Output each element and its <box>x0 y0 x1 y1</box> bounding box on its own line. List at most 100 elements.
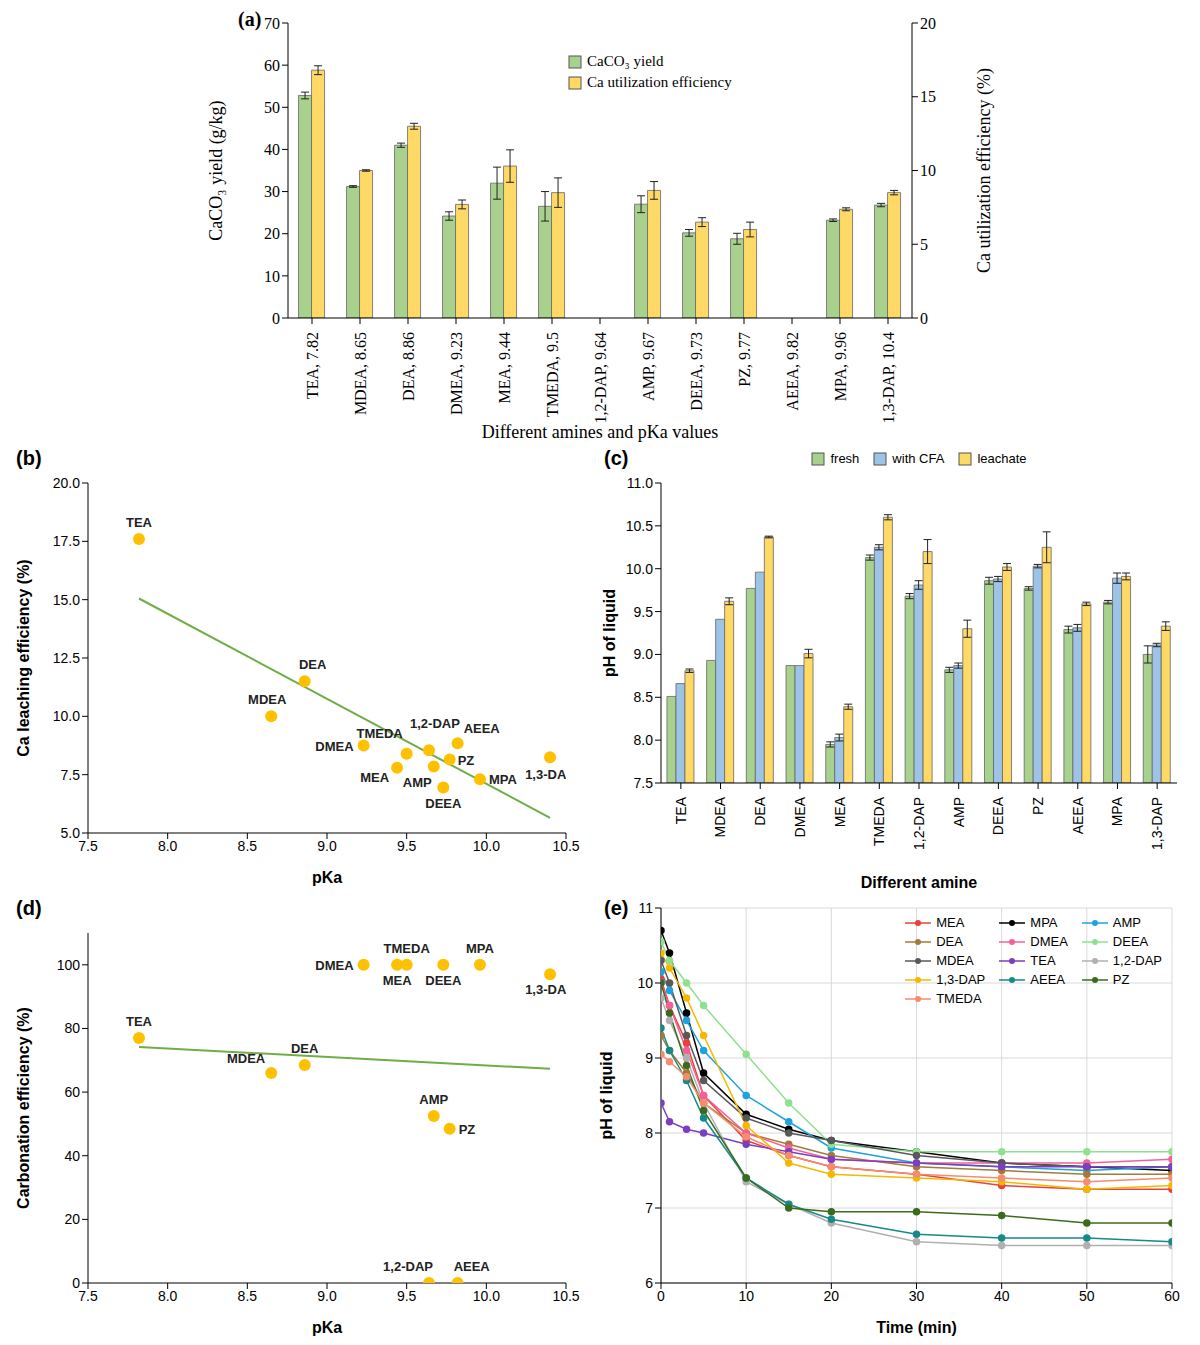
svg-text:30: 30 <box>264 183 280 200</box>
svg-text:PZ: PZ <box>1030 797 1046 815</box>
svg-text:40: 40 <box>64 1148 80 1164</box>
svg-text:TMEDA, 9.5: TMEDA, 9.5 <box>544 332 561 417</box>
svg-text:PZ: PZ <box>458 753 475 768</box>
svg-text:9.0: 9.0 <box>317 1288 337 1304</box>
svg-text:MEA, 9.44: MEA, 9.44 <box>496 332 513 404</box>
svg-text:Time (min): Time (min) <box>876 1319 957 1336</box>
svg-text:Ca utilization efficiency (%): Ca utilization efficiency (%) <box>974 68 995 273</box>
svg-text:DEA, 8.86: DEA, 8.86 <box>400 332 417 401</box>
svg-text:10.5: 10.5 <box>626 518 653 534</box>
svg-text:5.0: 5.0 <box>61 825 81 841</box>
svg-text:pH of liquid: pH of liquid <box>601 589 618 677</box>
svg-text:8.0: 8.0 <box>634 732 654 748</box>
svg-text:MPA: MPA <box>466 941 495 956</box>
svg-text:15: 15 <box>920 88 936 105</box>
svg-text:0: 0 <box>920 310 928 327</box>
svg-text:9.5: 9.5 <box>397 1288 417 1304</box>
svg-text:AMP: AMP <box>403 775 432 790</box>
svg-text:50: 50 <box>264 99 280 116</box>
svg-text:8.5: 8.5 <box>238 838 258 854</box>
svg-text:8.0: 8.0 <box>158 838 178 854</box>
svg-text:100: 100 <box>57 957 81 973</box>
svg-text:8: 8 <box>645 1125 653 1141</box>
svg-text:MDEA: MDEA <box>248 692 287 707</box>
svg-text:10: 10 <box>738 1288 754 1304</box>
svg-text:PZ: PZ <box>459 1122 476 1137</box>
svg-text:40: 40 <box>994 1288 1010 1304</box>
svg-text:CaCO₃ yield (g/kg): CaCO₃ yield (g/kg) <box>206 100 227 240</box>
svg-text:TEA: TEA <box>126 1014 153 1029</box>
svg-text:TEA, 7.82: TEA, 7.82 <box>304 332 321 399</box>
svg-text:9.0: 9.0 <box>317 838 337 854</box>
svg-text:MEA: MEA <box>832 796 848 827</box>
svg-text:1,3-DAP, 10.4: 1,3-DAP, 10.4 <box>880 332 897 424</box>
svg-text:8.5: 8.5 <box>634 689 654 705</box>
svg-text:70: 70 <box>264 15 280 32</box>
svg-text:1,2-DAP, 9.64: 1,2-DAP, 9.64 <box>592 332 609 424</box>
svg-text:60: 60 <box>64 1084 80 1100</box>
svg-text:MPA: MPA <box>489 772 518 787</box>
svg-text:Ca leaching efficiency (%): Ca leaching efficiency (%) <box>15 559 32 756</box>
svg-text:Carbonation efficiency (%): Carbonation efficiency (%) <box>15 1007 32 1209</box>
svg-text:MEA: MEA <box>360 770 390 785</box>
svg-text:DMEA: DMEA <box>315 739 354 754</box>
svg-text:7.5: 7.5 <box>78 1288 98 1304</box>
svg-text:12.5: 12.5 <box>53 650 80 666</box>
svg-text:pKa: pKa <box>312 869 342 886</box>
svg-text:10: 10 <box>637 975 653 991</box>
svg-text:7.5: 7.5 <box>78 838 98 854</box>
svg-text:9.5: 9.5 <box>397 838 417 854</box>
svg-text:20: 20 <box>64 1211 80 1227</box>
svg-text:DEEA: DEEA <box>425 796 462 811</box>
svg-text:1,3-DAP: 1,3-DAP <box>525 767 566 782</box>
svg-text:DEEA: DEEA <box>425 973 462 988</box>
svg-text:11.0: 11.0 <box>627 475 653 491</box>
svg-text:20.0: 20.0 <box>53 475 80 491</box>
svg-text:17.5: 17.5 <box>53 533 80 549</box>
svg-text:AEEA: AEEA <box>464 721 501 736</box>
svg-text:10: 10 <box>920 162 936 179</box>
svg-text:TEA: TEA <box>673 796 689 824</box>
svg-text:1,3-DAP: 1,3-DAP <box>525 982 566 997</box>
svg-text:7.5: 7.5 <box>61 767 81 783</box>
svg-text:TMEDA: TMEDA <box>384 941 431 956</box>
svg-text:8.0: 8.0 <box>158 1288 178 1304</box>
svg-text:10.0: 10.0 <box>473 1288 500 1304</box>
svg-text:6: 6 <box>645 1275 653 1291</box>
svg-text:1,2-DAP: 1,2-DAP <box>911 797 927 850</box>
svg-text:15.0: 15.0 <box>53 592 80 608</box>
svg-text:60: 60 <box>1164 1288 1180 1304</box>
svg-text:pKa: pKa <box>312 1319 342 1336</box>
svg-text:DEA: DEA <box>752 796 768 825</box>
svg-text:10.0: 10.0 <box>473 838 500 854</box>
svg-text:20: 20 <box>824 1288 840 1304</box>
svg-text:MPA, 9.96: MPA, 9.96 <box>832 332 849 401</box>
svg-text:7.5: 7.5 <box>634 775 654 791</box>
svg-text:DEEA, 9.73: DEEA, 9.73 <box>688 332 705 411</box>
svg-text:50: 50 <box>1079 1288 1095 1304</box>
svg-text:10.0: 10.0 <box>53 708 80 724</box>
svg-text:5: 5 <box>920 236 928 253</box>
svg-text:0: 0 <box>72 1275 80 1291</box>
svg-text:Different amines and pKa value: Different amines and pKa values <box>482 422 719 442</box>
svg-text:AMP: AMP <box>951 797 967 827</box>
svg-text:TMEDA: TMEDA <box>356 726 403 741</box>
svg-text:MDEA: MDEA <box>712 796 728 837</box>
svg-text:MPA: MPA <box>1109 796 1125 826</box>
svg-text:AEEA: AEEA <box>1070 796 1086 834</box>
svg-text:MDEA, 8.65: MDEA, 8.65 <box>352 332 369 415</box>
svg-text:DMEA, 9.23: DMEA, 9.23 <box>448 332 465 415</box>
svg-text:0: 0 <box>272 310 280 327</box>
svg-text:9.0: 9.0 <box>634 646 654 662</box>
svg-text:TEA: TEA <box>126 515 153 530</box>
svg-text:PZ, 9.77: PZ, 9.77 <box>736 332 753 387</box>
svg-text:MDEA: MDEA <box>227 1051 266 1066</box>
svg-text:8.5: 8.5 <box>238 1288 258 1304</box>
svg-text:10.5: 10.5 <box>552 838 579 854</box>
svg-text:10.0: 10.0 <box>626 561 653 577</box>
svg-text:10: 10 <box>264 268 280 285</box>
svg-text:AEEA, 9.82: AEEA, 9.82 <box>784 332 801 411</box>
svg-text:11: 11 <box>638 900 653 916</box>
svg-text:80: 80 <box>64 1020 80 1036</box>
svg-text:1,2-DAP: 1,2-DAP <box>410 716 460 731</box>
